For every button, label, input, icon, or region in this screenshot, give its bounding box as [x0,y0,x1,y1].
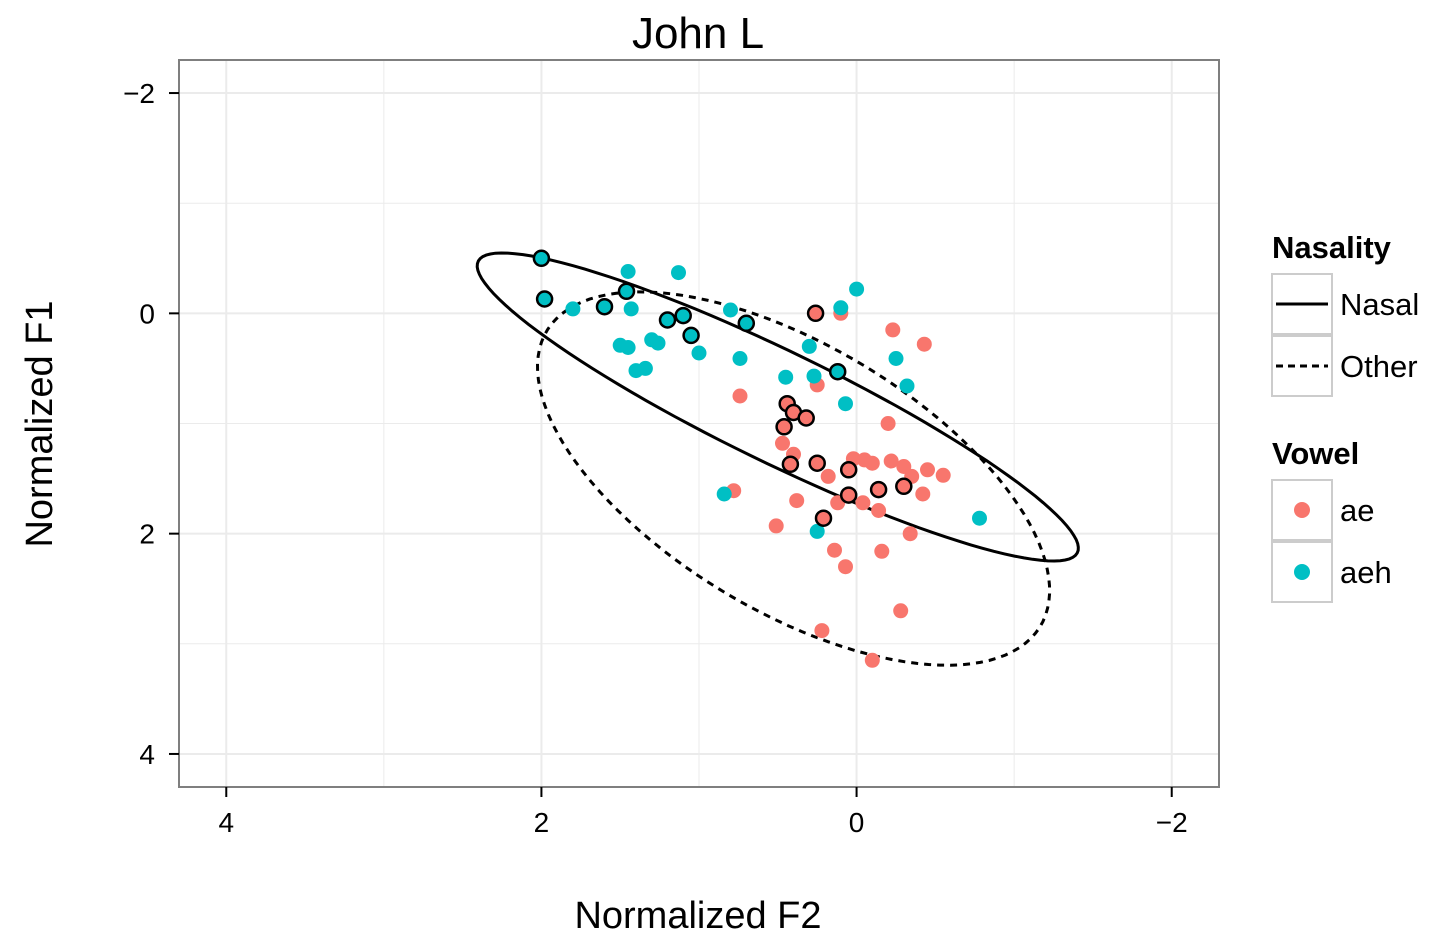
ellipses [475,251,1080,667]
point-aeh [833,300,849,316]
x-axis-title: Normalized F2 [574,895,821,933]
y-axis-ticks: −2 0 2 4 [123,78,179,770]
point-aeh [838,396,853,412]
legend-point-aeh [1294,564,1310,580]
point-aeh [723,302,738,318]
point-ae [874,543,890,559]
point-ae [885,322,901,338]
point-aeh-outlined [617,282,636,301]
point-ae-outlined [839,461,858,479]
point-ae-outlined [869,480,888,499]
x-tick-label: 2 [534,807,550,838]
point-ae [893,603,909,619]
point-ae [916,336,932,352]
ellipse-other [535,290,1052,667]
x-tick-label: 0 [849,807,865,838]
y-tick-label: 4 [139,739,155,770]
point-aeh-outlined [674,306,692,325]
y-tick-label: 0 [139,298,155,329]
point-aeh [849,281,865,297]
point-aeh-outlined [682,326,700,345]
legend-title: Vowel [1272,436,1359,471]
point-ae [827,542,842,558]
point-ae [880,416,896,431]
y-tick-label: −2 [123,78,155,109]
point-ae [768,518,784,534]
point-ae [820,468,836,484]
point-aeh [972,510,987,526]
point-aeh-outlined [658,311,677,329]
point-aeh-outlined [828,362,847,381]
point-ae [855,495,871,511]
panel-border [178,59,1220,788]
point-ae [789,493,805,509]
point-aeh [691,345,707,361]
point-aeh [565,301,581,317]
point-aeh [899,378,915,394]
point-ae-outlined [814,509,833,527]
point-ae [814,623,830,639]
point-ae [920,462,935,478]
point-aeh [623,301,639,317]
ellipse-nasal [475,251,1080,563]
point-ae-outlined [775,418,793,436]
point-ae [902,526,918,542]
point-aeh [801,338,817,354]
point-aeh [650,335,666,351]
point-ae-outlined [797,409,815,427]
point-aeh [778,369,794,385]
point-aeh [620,340,636,355]
point-aeh [620,264,636,279]
legend-label: Nasal [1340,287,1419,322]
y-axis-title: Normalized F1 [19,300,61,547]
x-axis-ticks: 4 2 0 −2 [218,787,1188,838]
point-ae-outlined [781,455,800,474]
x-tick-label: −2 [1156,807,1188,838]
legend-point-ae [1294,502,1310,518]
point-aeh [671,265,686,281]
point-ae-outlined [839,486,858,504]
point-aeh-outlined [532,249,551,268]
point-ae [883,453,899,469]
legend: Nasality Nasal Other Vowel ae aeh [1271,230,1419,603]
point-ae [871,503,887,518]
point-ae [838,559,853,575]
legend-label: ae [1340,493,1374,528]
plot-panel [178,59,1220,788]
data-points [532,249,987,668]
point-ae [864,652,880,668]
legend-label: Other [1340,349,1418,384]
legend-title: Nasality [1272,230,1392,265]
point-ae [864,455,880,471]
point-aeh [806,368,822,384]
point-aeh-outlined [737,314,756,333]
point-aeh [637,360,653,376]
legend-label: aeh [1340,555,1392,590]
point-aeh-outlined [595,297,614,316]
point-ae-outlined [808,454,826,472]
x-tick-label: 4 [218,807,234,838]
point-ae [915,486,931,502]
grid-lines [179,60,1219,787]
point-ae-outlined [806,304,825,323]
point-aeh [716,486,732,502]
point-ae [935,467,951,483]
y-tick-label: 2 [139,519,155,550]
point-aeh-outlined [535,290,554,308]
point-ae [732,388,748,404]
point-aeh [732,351,748,366]
point-aeh [888,351,904,366]
point-ae [775,435,790,451]
chart-title: John L [632,9,764,58]
point-aeh [809,523,825,539]
point-ae-outlined [895,477,913,496]
